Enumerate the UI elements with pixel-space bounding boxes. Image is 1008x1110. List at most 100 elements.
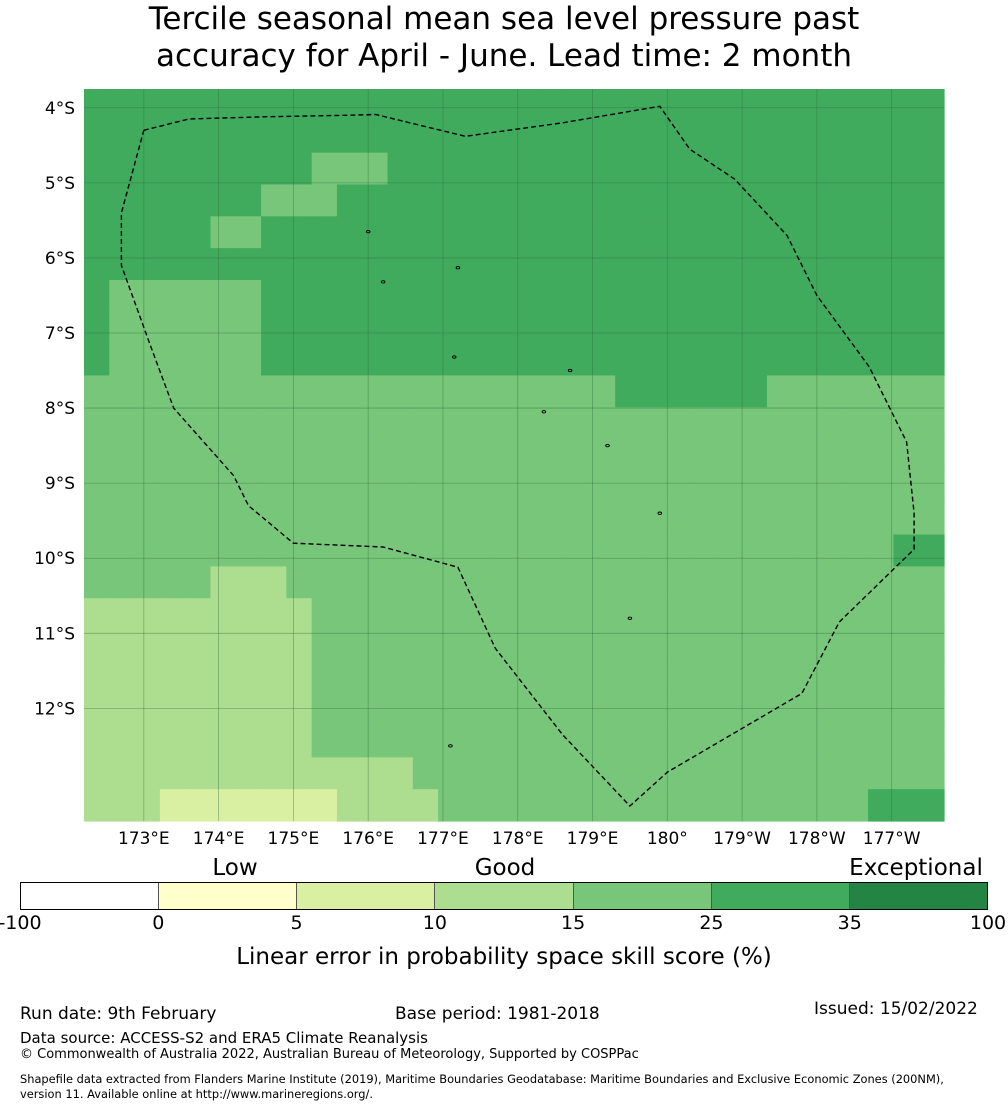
skill-cell bbox=[716, 470, 743, 504]
skill-cell bbox=[286, 184, 313, 217]
skill-cell bbox=[362, 184, 389, 217]
skill-cell bbox=[514, 89, 540, 122]
island-outline bbox=[567, 368, 573, 373]
skill-cell bbox=[766, 184, 793, 217]
skill-cell bbox=[868, 216, 895, 249]
skill-cell bbox=[868, 343, 895, 377]
skill-cell bbox=[741, 789, 768, 822]
colorbar-tick-label: 100 bbox=[969, 912, 1007, 934]
skill-cell bbox=[286, 311, 313, 345]
skill-cell bbox=[412, 184, 439, 217]
skill-cell bbox=[109, 439, 136, 472]
skill-cell bbox=[438, 661, 465, 695]
skill-cell bbox=[665, 598, 692, 631]
skill-cell bbox=[463, 89, 490, 122]
skill-cell bbox=[691, 439, 717, 472]
skill-cell bbox=[868, 630, 895, 663]
skill-cell bbox=[918, 630, 945, 663]
skill-cell bbox=[842, 89, 869, 122]
skill-cell bbox=[109, 757, 136, 790]
skill-cell bbox=[488, 152, 515, 186]
skill-cell bbox=[539, 693, 566, 727]
skill-cell bbox=[640, 630, 667, 663]
skill-cell bbox=[514, 789, 540, 822]
skill-score-map: 4°S 5°S 6°S 7°S 8°S 9°S 10°S 11°S 12°S 173°E 174°… bbox=[34, 89, 945, 849]
skill-cell bbox=[615, 630, 642, 663]
skill-cell bbox=[918, 789, 945, 822]
skill-cell bbox=[210, 311, 237, 345]
run-date: Run date: 9th February bbox=[20, 1004, 217, 1024]
shapefile-credit-line-2: version 11. Available online at http://w… bbox=[20, 1087, 373, 1101]
skill-cell bbox=[615, 216, 642, 249]
colorbar-segment bbox=[158, 883, 297, 909]
skill-cell bbox=[362, 757, 389, 790]
skill-cell bbox=[463, 534, 490, 567]
skill-cell bbox=[387, 502, 414, 536]
skill-cell bbox=[109, 89, 136, 122]
skill-cell bbox=[539, 566, 566, 599]
skill-cell bbox=[311, 725, 338, 758]
skill-cell bbox=[159, 789, 186, 822]
skill-cell bbox=[261, 661, 287, 695]
skill-cell bbox=[868, 502, 895, 536]
skill-cell bbox=[336, 279, 363, 313]
skill-cell bbox=[159, 343, 186, 377]
skill-cell bbox=[159, 470, 186, 504]
skill-cell bbox=[159, 757, 186, 790]
skill-cell bbox=[84, 598, 110, 631]
skill-cell bbox=[539, 439, 566, 472]
skill-cell bbox=[488, 89, 515, 122]
skill-cell bbox=[84, 566, 110, 599]
skill-cell bbox=[463, 439, 490, 472]
skill-cell bbox=[261, 789, 287, 822]
skill-cell bbox=[716, 89, 743, 122]
skill-cell bbox=[311, 470, 338, 504]
skill-cell bbox=[893, 661, 920, 695]
skill-cell bbox=[84, 216, 110, 249]
skill-cell bbox=[109, 248, 136, 281]
skill-cell bbox=[766, 407, 793, 440]
skill-cell bbox=[134, 693, 161, 727]
skill-cell bbox=[792, 216, 819, 249]
skill-cell bbox=[792, 407, 819, 440]
skill-cell bbox=[412, 630, 439, 663]
skill-cell bbox=[84, 693, 110, 727]
skill-cell bbox=[159, 152, 186, 186]
skill-cell bbox=[412, 89, 439, 122]
skill-cell bbox=[159, 693, 186, 727]
longitude-label: 180° bbox=[647, 829, 688, 849]
skill-cell bbox=[286, 375, 313, 408]
skill-cell bbox=[817, 89, 844, 122]
skill-cell bbox=[235, 152, 262, 186]
skill-cell bbox=[109, 279, 136, 313]
skill-cell bbox=[261, 598, 287, 631]
skill-cell bbox=[185, 216, 212, 249]
skill-cell bbox=[918, 248, 945, 281]
skill-cell bbox=[387, 343, 414, 377]
skill-cell bbox=[893, 630, 920, 663]
skill-cell bbox=[463, 216, 490, 249]
skill-cell bbox=[261, 470, 287, 504]
skill-cell bbox=[235, 407, 262, 440]
skill-cell bbox=[918, 89, 945, 122]
skill-cell bbox=[741, 566, 768, 599]
skill-cell bbox=[488, 757, 515, 790]
skill-cell bbox=[412, 693, 439, 727]
skill-cell bbox=[109, 725, 136, 758]
skill-cell bbox=[159, 439, 186, 472]
skill-cell bbox=[893, 470, 920, 504]
skill-cell bbox=[539, 248, 566, 281]
skill-cell bbox=[412, 789, 439, 822]
colorbar-segment bbox=[434, 883, 573, 909]
skill-cell bbox=[412, 343, 439, 377]
skill-cell bbox=[185, 725, 212, 758]
skill-cell bbox=[438, 216, 465, 249]
skill-cell bbox=[134, 757, 161, 790]
skill-cell bbox=[463, 120, 490, 154]
skill-cell bbox=[564, 630, 591, 663]
skill-cell bbox=[691, 630, 717, 663]
skill-cell bbox=[766, 598, 793, 631]
skill-cell bbox=[134, 534, 161, 567]
skill-cell bbox=[842, 152, 869, 186]
skill-cell bbox=[766, 630, 793, 663]
